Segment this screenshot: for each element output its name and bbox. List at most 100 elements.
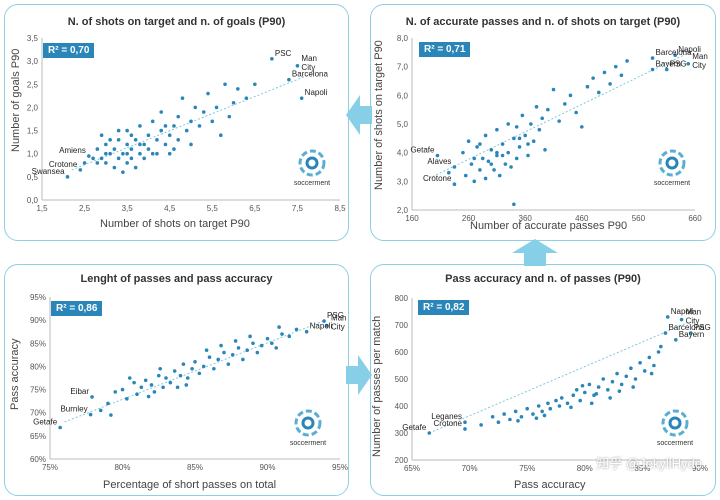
x-tick-label: 1,5 [36, 204, 48, 213]
data-point [104, 142, 108, 147]
data-point [529, 122, 533, 126]
point-label: Barcelona [668, 323, 705, 332]
data-point [125, 142, 129, 147]
data-point [534, 416, 539, 420]
point-label-line: City [331, 323, 345, 332]
data-point [574, 388, 579, 392]
data-point [189, 119, 193, 124]
point-label: Man City [686, 308, 702, 326]
data-point [146, 133, 151, 137]
data-point [483, 176, 488, 181]
point-label-line: City [692, 61, 706, 70]
point-label: Getafe [410, 146, 435, 155]
data-point [274, 346, 279, 350]
r2-badge-length-accuracy: R² = 0,86 [51, 301, 103, 316]
data-point [133, 165, 138, 170]
point-label: Alaves [427, 157, 451, 166]
x-tick-label: 85% [634, 464, 650, 473]
data-point [287, 334, 292, 339]
data-point [125, 128, 129, 133]
xlabel-length-accuracy: Percentage of short passes on total [103, 479, 277, 491]
x-tick-label: 260 [462, 214, 476, 223]
point-label: PSC [275, 49, 292, 58]
soccerment-logo-icon [298, 149, 326, 177]
data-point [150, 151, 155, 156]
data-point [176, 114, 181, 119]
point-label-line: Man [301, 54, 317, 63]
x-tick-label: 5,5 [207, 204, 219, 213]
data-point [472, 156, 477, 161]
trend-line [64, 319, 326, 423]
data-point [506, 122, 511, 126]
data-point [495, 127, 499, 132]
data-point [156, 373, 161, 378]
data-point [99, 156, 104, 161]
data-point [146, 394, 151, 399]
data-point [248, 334, 252, 339]
data-point [138, 151, 142, 156]
data-point [197, 371, 202, 376]
x-tick-label: 75% [42, 463, 58, 472]
data-point [496, 420, 501, 425]
data-point [143, 378, 148, 383]
data-point [185, 376, 190, 380]
data-point [475, 145, 479, 149]
x-tick-label: 80% [114, 463, 130, 472]
data-point [479, 423, 483, 427]
data-point [523, 133, 527, 138]
data-point [164, 376, 168, 380]
data-point [207, 355, 212, 359]
data-point [167, 133, 172, 137]
data-point [190, 366, 194, 371]
data-point [58, 425, 62, 430]
data-point [125, 161, 129, 165]
data-point [176, 138, 181, 142]
data-point [574, 110, 578, 115]
data-point [647, 355, 652, 360]
y-tick-label: 2,0 [27, 103, 39, 112]
data-point [116, 156, 121, 161]
data-point [222, 350, 226, 355]
data-point [548, 406, 553, 411]
data-point [446, 170, 451, 175]
data-point [172, 124, 176, 128]
y-tick-label: 5,0 [397, 120, 409, 129]
data-point [686, 62, 691, 66]
point-label: PSG [694, 323, 711, 332]
data-point [189, 142, 193, 147]
data-point [65, 175, 70, 179]
point-label: Napoli [671, 307, 694, 316]
data-point [631, 385, 635, 389]
ylabel-length-accuracy: Pass accuracy [9, 338, 21, 410]
data-point [116, 128, 121, 133]
data-point [608, 82, 612, 86]
point-label: Napoli [310, 322, 333, 331]
data-point [587, 382, 592, 387]
data-point [509, 165, 513, 169]
ylabel-accuracy-passes: Number of passes per match [371, 315, 383, 457]
y-tick-label: 200 [395, 456, 409, 465]
x-tick-label: 95% [332, 463, 348, 472]
data-point [135, 392, 139, 397]
data-point [90, 395, 94, 399]
data-point [299, 96, 304, 100]
r2-badge-passes-shots: R² = 0,71 [419, 42, 471, 57]
point-label: Eibar [70, 387, 89, 396]
point-label-line: City [686, 317, 700, 326]
data-point [99, 133, 104, 137]
arrow-up-icon [512, 239, 558, 266]
soccerment-logo-label: soccerment [289, 440, 327, 447]
soccerment-logo: soccerment [283, 408, 333, 447]
data-point [159, 128, 163, 133]
data-point [175, 385, 180, 390]
data-point [463, 427, 467, 431]
x-tick-label: 7,5 [292, 204, 304, 213]
data-point [490, 415, 495, 419]
data-point [168, 380, 173, 385]
x-tick-label: 4,5 [164, 204, 176, 213]
data-point [613, 64, 618, 69]
data-point [540, 409, 544, 414]
data-point [513, 409, 518, 414]
data-point [270, 57, 274, 61]
point-label: Barcelona [656, 48, 693, 57]
